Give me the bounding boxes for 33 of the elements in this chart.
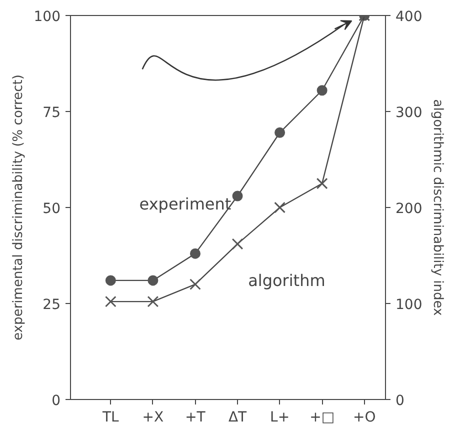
x-tick-label: TL: [101, 410, 120, 426]
point: [274, 127, 286, 138]
point: [274, 202, 286, 214]
y-tick-label: 25: [42, 297, 61, 313]
point: [104, 296, 116, 308]
point: [148, 275, 158, 286]
series-label: experiment: [139, 194, 232, 214]
x-tick-label: +□: [310, 410, 335, 426]
series-label: algorithm: [248, 270, 326, 290]
y2-tick-label: 0: [396, 393, 404, 409]
point: [316, 85, 328, 96]
y2-tick-label: 200: [396, 201, 422, 217]
x-tick-label: ΔT: [228, 410, 248, 426]
y-tick-label: 0: [52, 393, 61, 409]
point: [147, 296, 159, 308]
y2-tick-label: 400: [396, 9, 422, 25]
y2-axis-title: algorithmic discriminability index: [430, 99, 446, 316]
y2-tick-label: 300: [396, 105, 422, 121]
x-tick-label: +T: [185, 410, 206, 426]
point: [232, 238, 244, 250]
point: [316, 178, 328, 190]
y-axis-title: experimental discriminability (% correct): [10, 74, 26, 340]
y2-tick-label: 100: [396, 297, 422, 313]
point: [105, 275, 116, 286]
y-tick-label: 100: [34, 9, 61, 25]
y-tick-label: 50: [42, 201, 61, 217]
y-tick-label: 75: [42, 105, 61, 121]
x-tick-label: +O: [352, 410, 376, 426]
point: [232, 190, 243, 202]
x-tick-label: L+: [270, 410, 290, 426]
point: [190, 278, 201, 290]
point: [190, 248, 200, 259]
x-tick-label: +X: [142, 410, 164, 426]
